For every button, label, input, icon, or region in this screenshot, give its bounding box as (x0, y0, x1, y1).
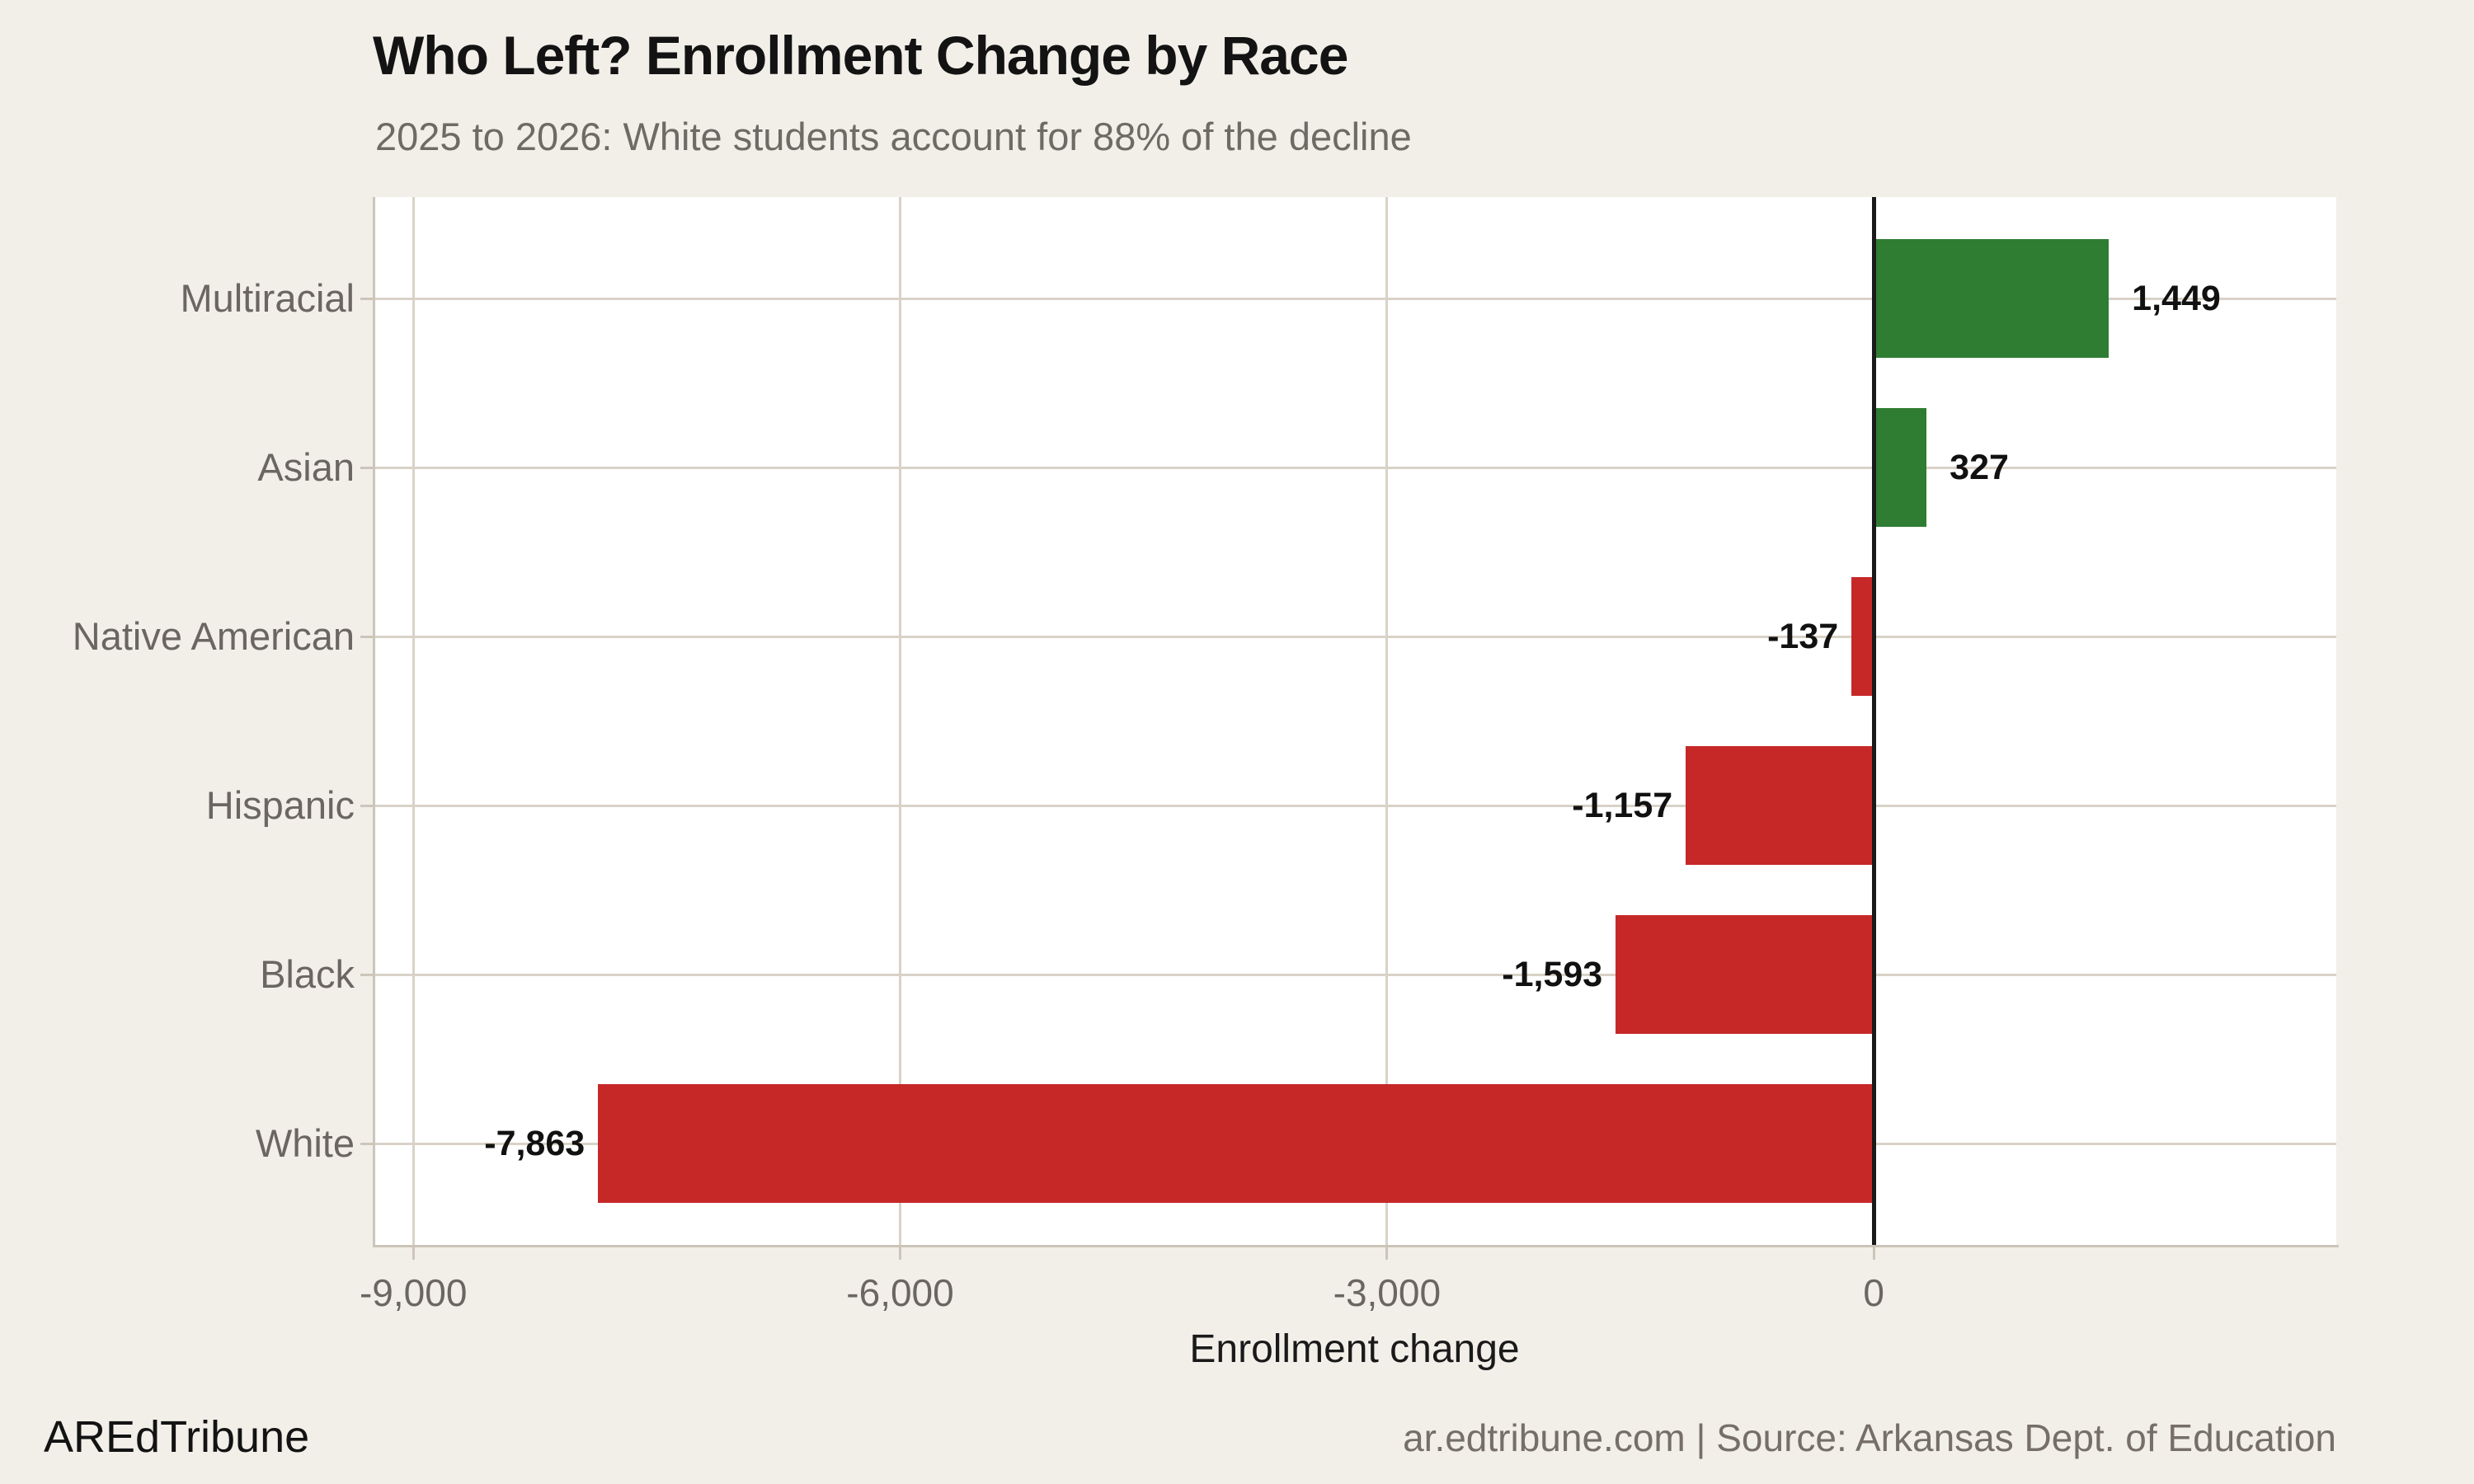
bar-value-label: -1,593 (1502, 955, 1603, 994)
h-gridline (373, 635, 2336, 638)
zero-line (1871, 197, 1876, 1245)
category-label: Asian (257, 445, 355, 489)
plot-area (373, 197, 2336, 1245)
bar (1616, 915, 1874, 1034)
y-axis-tick (360, 297, 373, 300)
y-axis-tick (360, 804, 373, 807)
h-gridline (373, 804, 2336, 807)
x-axis-tick-label: 0 (1863, 1271, 1884, 1314)
x-axis-tick (899, 1245, 902, 1260)
x-axis-tick (1872, 1245, 1875, 1260)
x-axis-tick-label: -3,000 (1333, 1271, 1442, 1314)
h-gridline (373, 466, 2336, 469)
y-axis-tick (360, 973, 373, 976)
bar (598, 1084, 1874, 1203)
bar-value-label: -7,863 (484, 1124, 586, 1163)
x-axis-tick-label: -9,000 (359, 1271, 468, 1314)
v-gridline (899, 197, 902, 1245)
x-axis-tick (412, 1245, 415, 1260)
x-axis-line (373, 1245, 2339, 1247)
h-gridline (373, 973, 2336, 976)
category-label: Hispanic (205, 783, 355, 827)
h-gridline (373, 297, 2336, 300)
chart-title: Who Left? Enrollment Change by Race (373, 25, 1348, 86)
bar-value-label: -1,157 (1572, 786, 1673, 825)
bar (1686, 746, 1874, 865)
category-label: Black (260, 952, 355, 996)
y-axis-tick (360, 1142, 373, 1145)
brand-logo-text: AREdTribune (44, 1412, 310, 1462)
v-gridline (412, 197, 415, 1245)
bar (1874, 239, 2109, 358)
bar-value-label: 327 (1950, 448, 2009, 487)
bar (1874, 408, 1927, 527)
y-axis-tick (360, 466, 373, 469)
chart-subtitle: 2025 to 2026: White students account for… (375, 115, 1412, 158)
bar-value-label: -137 (1767, 617, 1839, 656)
x-axis-title: Enrollment change (1189, 1327, 1520, 1371)
v-gridline (1385, 197, 1389, 1245)
category-label: White (255, 1121, 355, 1165)
bar (1851, 577, 1874, 696)
y-axis-tick (360, 635, 373, 638)
x-axis-tick (1385, 1245, 1389, 1260)
source-attribution: ar.edtribune.com | Source: Arkansas Dept… (1403, 1416, 2336, 1459)
x-axis-tick-label: -6,000 (846, 1271, 954, 1314)
bar-value-label: 1,449 (2132, 279, 2221, 318)
category-label: Native American (72, 614, 355, 658)
y-axis-line (373, 197, 375, 1247)
category-label: Multiracial (180, 276, 355, 320)
